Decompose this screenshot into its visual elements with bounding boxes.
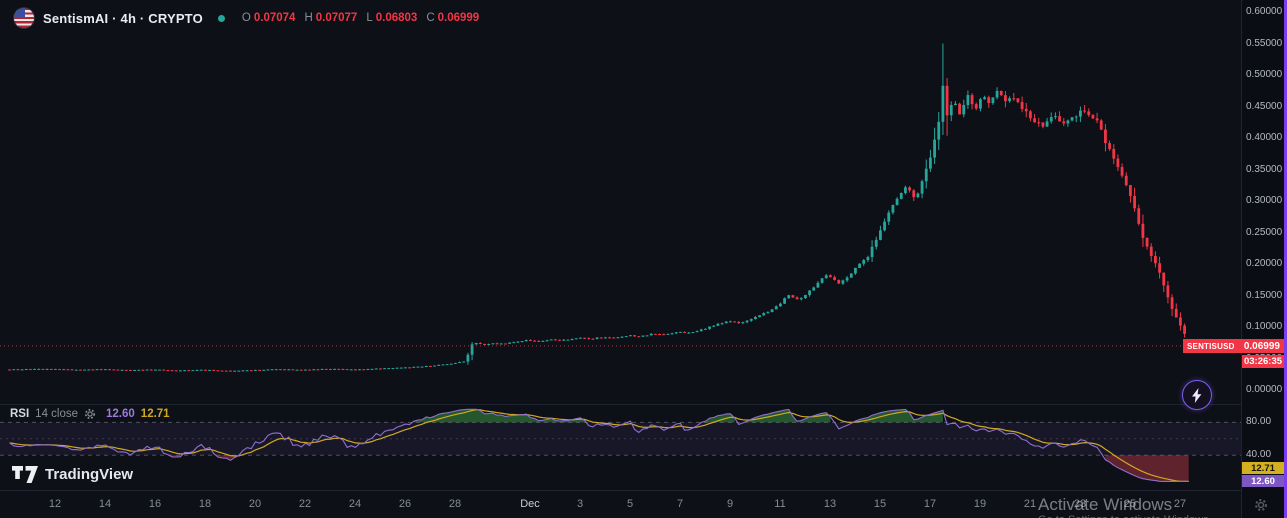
rsi-ma-value: 12.71 [140,408,170,420]
ohlc-close-value: 0.06999 [437,12,480,24]
ohlc-open-value: 0.07074 [253,12,296,24]
time-axis-label: 19 [973,498,987,510]
lightning-button[interactable] [1182,380,1212,410]
time-axis-label: Dec [520,498,540,510]
price-axis-label: 0.15000 [1246,289,1283,301]
chart-legend: SentismAI · 4h · CRYPTO O 0.07074 H 0.0707… [14,8,479,28]
activate-windows-text: Activate Windows [1038,495,1173,514]
time-axis-label: 25 [1123,498,1137,510]
rsi-axis-label-80: 80.00 [1246,416,1272,427]
price-axis-label: 0.25000 [1246,226,1283,238]
price-axis-label: 0.10000 [1246,321,1283,332]
last-price-badge: SENTISUSD 0.06999 [1183,339,1284,353]
time-axis-label: 18 [198,498,212,510]
time-axis[interactable]: 12 14 16 18 20 22 24 26 28 Dec 3 5 7 9 11 13 15 17 19 21 23 2… [0,490,1241,518]
rsi-value-badge: 12.60 [1242,475,1284,487]
price-axis-label: 0.30000 [1246,195,1283,206]
rsi-value: 12.60 [106,408,135,420]
rsi-params: 14 close [35,408,79,420]
ohlc-high-label: H [304,12,313,24]
activate-windows-subtext: Go to Settings to activate Windows. [1038,514,1212,518]
price-axis-border [1241,0,1242,518]
time-axis-label: 17 [923,498,937,510]
time-axis-label: 12 [48,498,62,510]
time-axis-label: 16 [148,498,162,510]
price-axis-label: 0.45000 [1246,100,1283,112]
candlestick-chart[interactable] [0,0,1241,518]
ohlc-low-label: L [366,12,373,24]
time-axis-label: 5 [626,498,634,510]
time-axis-label: 22 [298,498,312,510]
time-axis-label: 14 [98,498,112,510]
time-axis-label: 27 [1173,498,1187,510]
last-price-symbol: SENTISUSD [1187,341,1235,351]
rsi-title[interactable]: RSI [10,408,30,420]
last-price-value: 0.06999 [1243,340,1280,352]
tradingview-logo[interactable]: TradingView [12,466,133,483]
timezone-settings-gear-icon[interactable] [1254,498,1268,517]
price-axis-label: 0.40000 [1246,132,1283,143]
ohlc-low-value: 0.06803 [375,12,418,24]
time-axis-label: 15 [873,498,887,510]
window-edge-strip [1284,0,1287,518]
time-axis-label: 21 [1023,498,1037,510]
price-axis-label: 0.55000 [1246,37,1283,49]
time-axis-label: 20 [248,498,262,510]
time-axis-label: 28 [448,498,462,510]
time-axis-label: 13 [823,498,837,510]
rsi-axis-label-40: 40.00 [1246,449,1272,460]
ohlc-readout: O 0.07074 H 0.07077 L 0.06803 C 0.06999 [236,12,479,24]
rsi-settings-gear-icon[interactable] [84,408,96,420]
price-axis-label: 0.20000 [1246,258,1283,269]
rsi-ma-badge: 12.71 [1242,462,1284,474]
time-axis-label: 9 [726,498,734,510]
ohlc-high-value: 0.07077 [315,12,358,24]
rsi-legend: RSI 14 close 12.60 12.71 [10,408,170,420]
price-axis-label: 0.35000 [1246,163,1283,175]
symbol-flag-icon [14,8,34,28]
market-status-dot-icon [217,14,225,22]
tradingview-mark-icon [12,466,38,483]
price-axis-label: 0.00000 [1246,384,1283,395]
candle-countdown-badge: 03:26:35 [1242,355,1284,368]
time-axis-label: 26 [398,498,412,510]
price-axis-label: 0.50000 [1246,69,1283,80]
price-axis[interactable]: 0.60000 0.55000 0.50000 0.45000 0.40000 0.350… [1242,0,1284,518]
time-axis-label: 3 [576,498,584,510]
panel-separator[interactable] [0,404,1287,405]
ohlc-close-label: C [426,12,435,24]
lightning-icon [1191,387,1201,403]
time-axis-label: 7 [676,498,684,510]
price-axis-label: 0.60000 [1246,6,1283,17]
tradingview-wordmark: TradingView [45,466,134,483]
symbol-title[interactable]: SentismAI · 4h · CRYPTO [43,10,203,26]
time-axis-label: 11 [774,498,786,510]
ohlc-open-label: O [241,12,251,24]
time-axis-label: 24 [348,498,362,510]
time-axis-label: 23 [1073,498,1087,510]
